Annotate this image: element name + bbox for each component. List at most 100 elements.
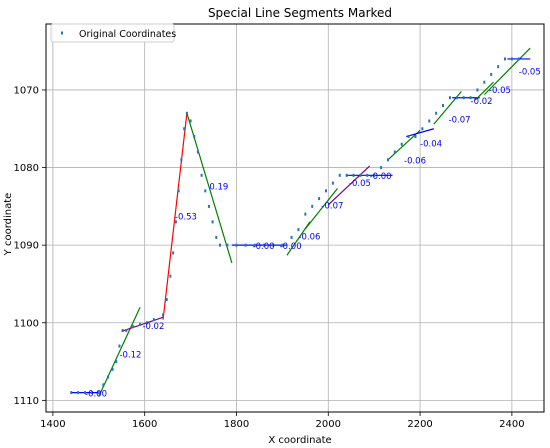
data-point [112, 368, 114, 371]
data-point [291, 236, 293, 239]
data-point [201, 174, 203, 177]
tick-layer: 1400 1600 1800 2000 2200 2400 1070 1080 1090 1100… [14, 85, 525, 430]
data-point [235, 244, 237, 247]
data-point [183, 127, 185, 130]
data-point [518, 57, 520, 60]
data-point [483, 81, 485, 84]
data-point [442, 104, 444, 107]
slope-annotation: -0.04 [420, 140, 442, 150]
legend-marker [61, 32, 63, 35]
slope-annotation: -0.02 [471, 97, 493, 107]
legend: Original Coordinates [51, 24, 176, 42]
data-point [332, 182, 334, 185]
data-point [190, 120, 192, 123]
y-axis-label: Y coordinate [3, 193, 14, 257]
data-point [219, 244, 221, 247]
data-point [346, 174, 348, 177]
data-point [366, 174, 368, 177]
y-tick-label: 1070 [14, 85, 39, 96]
slope-annotation: -0.00 [280, 242, 302, 252]
data-point [169, 275, 171, 278]
segment-layer [71, 48, 530, 396]
data-point [70, 391, 72, 394]
segment-line-green [388, 130, 420, 159]
data-point [132, 325, 134, 328]
annotation-layer: -0.00-0.12-0.02-0.530.19-0.00-0.00-0.06-… [85, 67, 541, 399]
data-point [153, 318, 155, 321]
slope-annotation: -0.02 [142, 322, 164, 332]
data-point [115, 360, 117, 363]
data-point [166, 298, 168, 301]
data-point [178, 189, 180, 192]
data-point [125, 329, 127, 332]
data-point [497, 65, 499, 68]
slope-annotation: -0.00 [85, 389, 107, 399]
slope-annotation: -0.05 [349, 179, 371, 189]
data-point [208, 205, 210, 208]
x-tick-label: 1600 [132, 419, 157, 430]
data-point [297, 228, 299, 231]
data-point [118, 345, 120, 348]
slope-annotation: 0.19 [209, 182, 228, 192]
y-tick-label: 1090 [14, 241, 39, 252]
chart-title: Special Line Segments Marked [208, 6, 392, 20]
x-tick-label: 2400 [499, 419, 524, 430]
data-point [394, 151, 396, 154]
data-point [180, 158, 182, 161]
slope-annotation: -0.05 [489, 86, 511, 96]
data-point [245, 244, 247, 247]
x-tick-label: 1400 [40, 419, 65, 430]
data-point [428, 120, 430, 123]
data-point [435, 112, 437, 115]
data-point [139, 323, 141, 326]
data-point [325, 189, 327, 192]
data-point [304, 213, 306, 216]
y-tick-label: 1100 [14, 318, 39, 329]
data-point [408, 135, 410, 138]
y-tick-label: 1080 [14, 163, 39, 174]
data-point [311, 205, 313, 208]
slope-annotation: -0.06 [298, 233, 320, 243]
data-point [504, 57, 506, 60]
slope-annotation: -0.07 [321, 202, 343, 212]
data-point [380, 166, 382, 169]
data-point [77, 391, 79, 394]
y-tick-label: 1110 [14, 396, 39, 407]
data-point [463, 96, 465, 99]
slope-annotation: -0.06 [404, 157, 426, 167]
slope-annotation: -0.00 [253, 242, 275, 252]
slope-annotation: -0.07 [449, 116, 471, 126]
x-axis-label: X coordinate [268, 435, 331, 446]
data-point [102, 383, 104, 386]
data-point [359, 174, 361, 177]
data-point [476, 88, 478, 91]
data-point [122, 329, 124, 332]
x-tick-label: 2200 [407, 419, 432, 430]
x-tick-label: 2000 [316, 419, 341, 430]
data-point [421, 127, 423, 130]
data-point [401, 143, 403, 146]
slope-annotation: -0.00 [370, 172, 392, 182]
point-layer [70, 57, 520, 394]
data-point [212, 220, 214, 223]
data-point [353, 174, 355, 177]
data-point [387, 158, 389, 161]
x-tick-label: 1800 [224, 419, 249, 430]
data-point [186, 112, 188, 115]
data-point [490, 73, 492, 76]
slope-annotation: -0.53 [175, 213, 197, 223]
data-point [511, 57, 513, 60]
data-point [339, 174, 341, 177]
data-point [449, 96, 451, 99]
data-point [226, 244, 228, 247]
legend-label: Original Coordinates [79, 29, 176, 40]
data-point [456, 96, 458, 99]
data-point [215, 236, 217, 239]
data-point [172, 251, 174, 254]
data-point [162, 314, 164, 317]
data-point [197, 151, 199, 154]
data-point [204, 189, 206, 192]
slope-annotation: -0.12 [119, 351, 141, 361]
